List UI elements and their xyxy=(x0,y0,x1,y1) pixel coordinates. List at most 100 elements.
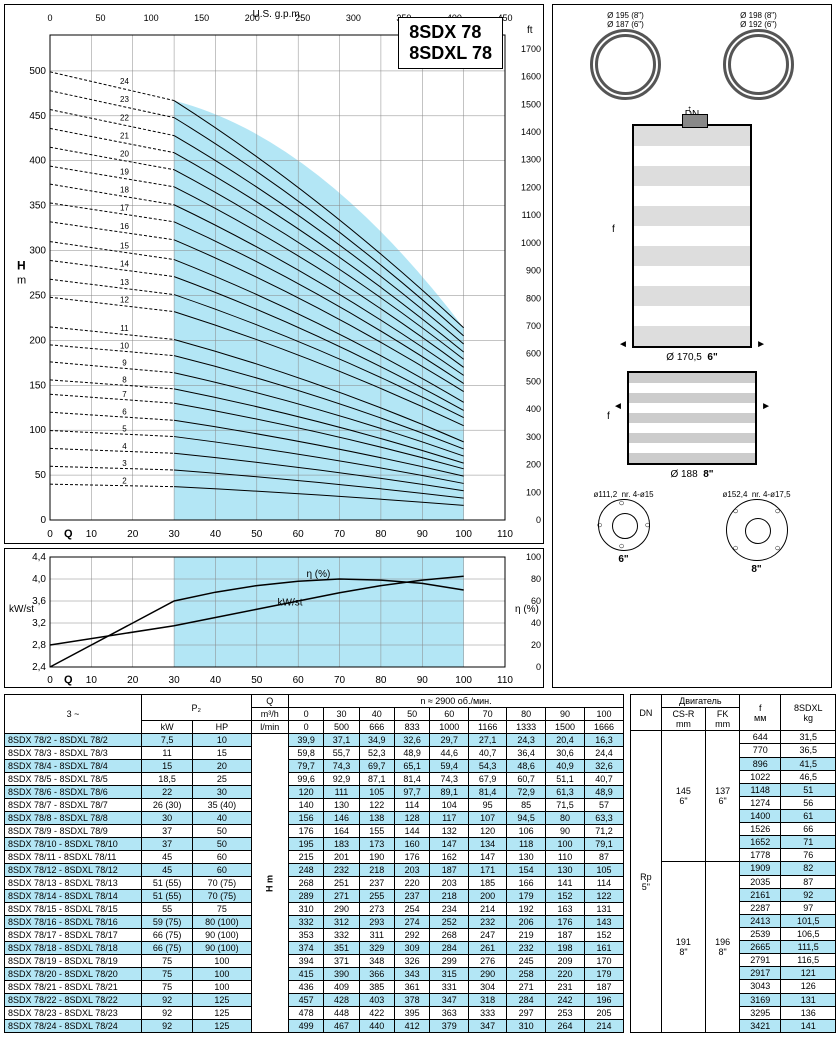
svg-text:1100: 1100 xyxy=(522,210,541,220)
svg-text:2: 2 xyxy=(122,476,127,485)
svg-text:η (%): η (%) xyxy=(515,604,539,615)
svg-text:3,2: 3,2 xyxy=(32,618,46,629)
svg-text:7: 7 xyxy=(122,390,127,399)
svg-text:50: 50 xyxy=(35,470,47,481)
main-performance-chart: 0102030405060708090100110050100150200250… xyxy=(4,4,544,544)
svg-text:40: 40 xyxy=(210,529,222,540)
svg-text:20: 20 xyxy=(127,529,139,540)
svg-text:2,4: 2,4 xyxy=(32,662,46,673)
svg-text:60: 60 xyxy=(293,529,305,540)
svg-text:H: H xyxy=(17,259,26,273)
svg-text:0: 0 xyxy=(536,515,541,525)
svg-text:1400: 1400 xyxy=(521,127,541,137)
flange-6in: ○○ ○○ xyxy=(598,499,650,551)
svg-text:16: 16 xyxy=(120,222,129,231)
svg-text:kW/st: kW/st xyxy=(9,604,34,615)
efficiency-power-chart: 01020304050607080901001102,42,83,23,64,0… xyxy=(4,548,544,688)
svg-text:6: 6 xyxy=(122,407,127,416)
svg-text:8: 8 xyxy=(122,375,127,384)
svg-text:kW/st: kW/st xyxy=(278,597,303,608)
svg-text:70: 70 xyxy=(334,529,346,540)
svg-text:5: 5 xyxy=(122,425,127,434)
svg-text:80: 80 xyxy=(375,675,387,686)
svg-text:100: 100 xyxy=(526,487,541,497)
svg-text:110: 110 xyxy=(497,675,513,686)
svg-text:0: 0 xyxy=(47,675,53,686)
svg-text:100: 100 xyxy=(144,13,159,23)
svg-text:150: 150 xyxy=(194,13,209,23)
svg-text:0: 0 xyxy=(47,529,53,540)
svg-text:200: 200 xyxy=(526,460,541,470)
svg-text:10: 10 xyxy=(86,675,98,686)
svg-text:70: 70 xyxy=(334,675,346,686)
svg-text:1600: 1600 xyxy=(521,72,541,82)
svg-text:13: 13 xyxy=(120,278,129,287)
svg-text:100: 100 xyxy=(455,675,472,686)
svg-text:U.S. g.p.m.: U.S. g.p.m. xyxy=(252,9,302,20)
svg-text:300: 300 xyxy=(526,432,541,442)
svg-text:40: 40 xyxy=(210,675,222,686)
svg-text:4,0: 4,0 xyxy=(32,574,46,585)
svg-text:17: 17 xyxy=(120,203,129,212)
svg-text:4: 4 xyxy=(122,442,127,451)
svg-text:800: 800 xyxy=(526,293,541,303)
svg-text:90: 90 xyxy=(417,675,429,686)
flange-8in: ○○ ○○ xyxy=(726,499,788,561)
svg-text:15: 15 xyxy=(120,242,129,251)
svg-text:0: 0 xyxy=(536,662,541,672)
svg-text:ft: ft xyxy=(527,25,533,36)
svg-text:0: 0 xyxy=(40,515,46,526)
svg-text:1200: 1200 xyxy=(521,182,541,192)
svg-text:100: 100 xyxy=(455,529,472,540)
svg-text:40: 40 xyxy=(531,618,541,628)
performance-table: 3 ~P₂Qn ≈ 2900 об./мин.m³/h0304050607080… xyxy=(4,694,624,1033)
svg-text:1700: 1700 xyxy=(521,44,541,54)
svg-text:4,4: 4,4 xyxy=(32,552,46,563)
svg-text:400: 400 xyxy=(29,156,46,167)
svg-text:600: 600 xyxy=(526,349,541,359)
svg-text:60: 60 xyxy=(293,675,305,686)
svg-text:500: 500 xyxy=(526,376,541,386)
svg-text:10: 10 xyxy=(120,341,129,350)
dimension-table: DNДвигательfмм8SDXLkgCS-RmmFKmmRp5"1456"… xyxy=(630,694,836,1033)
svg-text:2,8: 2,8 xyxy=(32,640,46,651)
svg-text:14: 14 xyxy=(120,260,129,269)
svg-text:Q: Q xyxy=(64,674,73,686)
dimension-diagrams: Ø 195 (8") Ø 187 (6") Ø 198 (8") Ø 192 (… xyxy=(552,4,832,688)
top-ring-left xyxy=(590,29,661,100)
svg-text:900: 900 xyxy=(526,266,541,276)
svg-text:100: 100 xyxy=(526,552,541,562)
svg-text:24: 24 xyxy=(120,77,129,86)
svg-text:150: 150 xyxy=(29,380,46,391)
svg-text:50: 50 xyxy=(251,675,263,686)
svg-text:80: 80 xyxy=(375,529,387,540)
svg-text:450: 450 xyxy=(29,111,46,122)
svg-text:19: 19 xyxy=(120,167,129,176)
svg-text:350: 350 xyxy=(29,201,46,212)
svg-text:100: 100 xyxy=(29,425,46,436)
svg-text:20: 20 xyxy=(120,149,129,158)
svg-text:80: 80 xyxy=(531,574,541,584)
svg-text:90: 90 xyxy=(417,529,429,540)
svg-text:18: 18 xyxy=(120,185,129,194)
svg-text:3: 3 xyxy=(122,459,127,468)
svg-text:Q: Q xyxy=(64,528,73,540)
svg-text:50: 50 xyxy=(96,13,106,23)
svg-text:1300: 1300 xyxy=(521,155,541,165)
svg-text:0: 0 xyxy=(47,13,52,23)
svg-text:23: 23 xyxy=(120,95,129,104)
top-ring-right xyxy=(723,29,794,100)
svg-text:12: 12 xyxy=(120,295,129,304)
svg-text:22: 22 xyxy=(120,114,129,123)
svg-text:11: 11 xyxy=(120,324,129,333)
svg-text:9: 9 xyxy=(122,358,127,367)
svg-text:300: 300 xyxy=(346,13,361,23)
svg-text:50: 50 xyxy=(251,529,263,540)
svg-text:200: 200 xyxy=(29,335,46,346)
svg-text:30: 30 xyxy=(169,675,181,686)
svg-text:m: m xyxy=(17,275,26,287)
svg-text:500: 500 xyxy=(29,66,46,77)
pump-body-6in: ↑ xyxy=(632,124,752,348)
svg-text:300: 300 xyxy=(29,246,46,257)
chart-title: 8SDX 78 8SDXL 78 xyxy=(398,17,503,69)
